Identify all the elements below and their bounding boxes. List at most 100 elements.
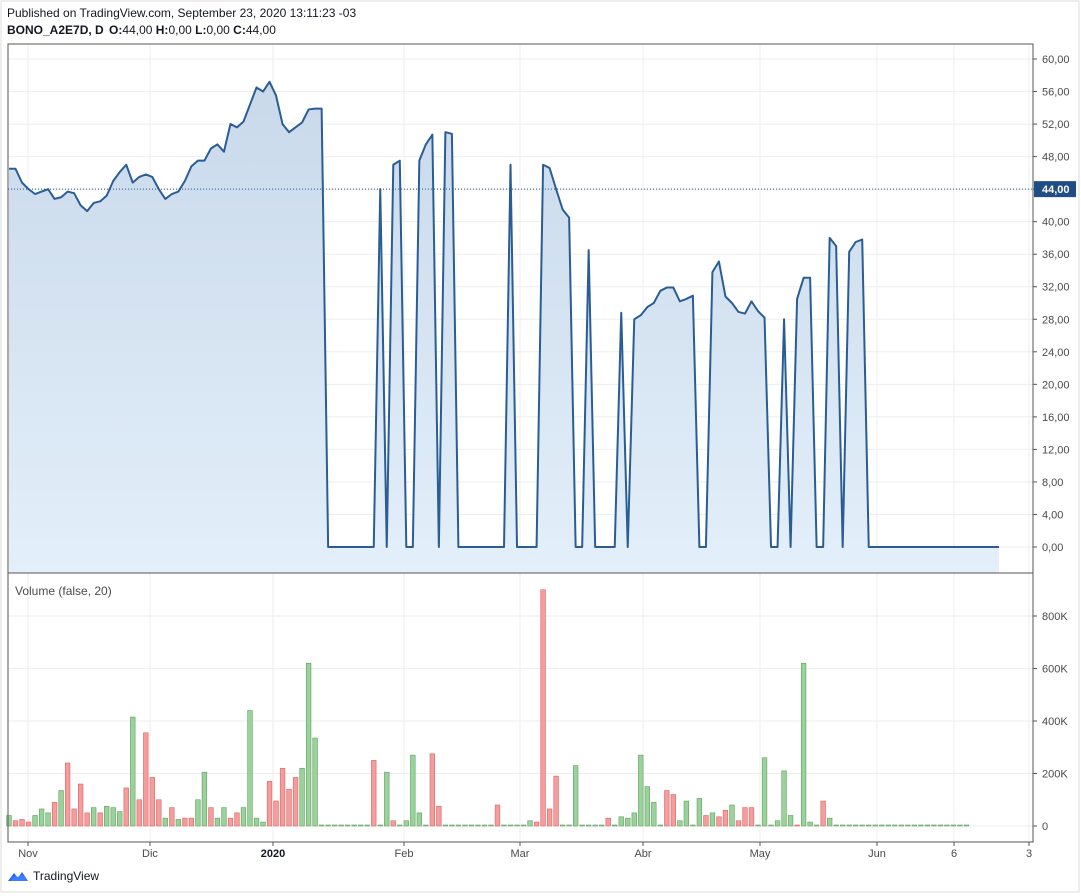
time-tick-label: Abr (634, 848, 651, 860)
volume-bar (950, 824, 957, 827)
volume-bar (533, 821, 540, 827)
close-value: 44,00 (245, 23, 276, 37)
high-value: 0,00 (168, 23, 192, 37)
symbol-name: BONO_A2E7D, D (7, 23, 104, 37)
volume-bar (266, 781, 273, 827)
price-tick-label: 56,00 (1042, 87, 1070, 99)
price-tick-label: 4,00 (1042, 509, 1063, 521)
volume-bar (429, 753, 436, 827)
volume-tick-label: 800K (1042, 611, 1068, 623)
volume-bar (136, 799, 142, 827)
volume-bar (683, 800, 690, 827)
volume-tick-label: 0 (1042, 821, 1048, 833)
volume-bar (742, 807, 748, 827)
volume-bar (227, 817, 234, 827)
volume-bar (312, 737, 318, 827)
volume-bar (501, 824, 507, 827)
volume-bar (664, 790, 670, 827)
volume-bar (345, 824, 351, 827)
volume-bar (631, 812, 637, 827)
time-tick-label: 2020 (261, 848, 285, 860)
volume-bar (559, 824, 566, 827)
volume-bar (963, 824, 970, 827)
volume-bar (885, 824, 891, 827)
footer-brand[interactable]: TradingView (7, 869, 99, 883)
volume-bar (651, 802, 657, 827)
volume-bar (794, 824, 800, 827)
price-tick-label: 48,00 (1042, 152, 1070, 164)
volume-bar (104, 806, 110, 827)
volume-bar (690, 824, 696, 827)
last-price-label: 44,00 (1042, 184, 1070, 196)
volume-bar (221, 807, 227, 827)
volume-bar (390, 820, 396, 827)
volume-bar (638, 754, 644, 827)
volume-bar (592, 824, 598, 827)
price-tick-label: 28,00 (1042, 314, 1070, 326)
volume-bar (709, 812, 716, 827)
open-value: 44,00 (122, 23, 153, 37)
volume-bar (188, 817, 195, 827)
volume-bar (612, 824, 618, 827)
volume-bar (468, 824, 475, 827)
low-label: L: (195, 23, 207, 37)
volume-bar (455, 824, 462, 827)
volume-bar (279, 767, 286, 827)
volume-bar (332, 824, 338, 827)
volume-bar (351, 824, 357, 827)
volume-bar (657, 824, 663, 827)
volume-bar (924, 824, 931, 827)
price-tick-label: 36,00 (1042, 249, 1070, 261)
time-tick-label: 6 (951, 848, 957, 860)
open-label: O: (109, 23, 123, 37)
volume-bar (827, 817, 833, 827)
volume-bar (416, 812, 422, 827)
volume-bar (12, 820, 19, 827)
volume-bar (442, 824, 449, 827)
volume-bar (807, 821, 813, 827)
volume-bar (527, 820, 533, 827)
volume-bar (201, 771, 208, 827)
time-tick-label: Dic (142, 848, 158, 860)
volume-bar (605, 817, 611, 827)
volume-bar (572, 765, 579, 827)
volume-bar (872, 824, 878, 827)
symbol-ohlc-legend: BONO_A2E7D, D O:44,00 H:0,00 L:0,00 C:44… (7, 23, 276, 37)
time-tick-label: Feb (395, 848, 414, 860)
volume-bars (6, 589, 970, 827)
price-tick-label: 52,00 (1042, 119, 1070, 131)
volume-bar (462, 824, 468, 827)
volume-bar (253, 817, 260, 827)
volume-bar (579, 824, 585, 827)
price-axis[interactable]: 60,00 56,00 52,00 48,00 44,00 40,00 36,00 32,00… (1033, 54, 1070, 554)
volume-bar (853, 824, 859, 827)
price-tick-label: 32,00 (1042, 282, 1070, 294)
published-caption: Published on TradingView.com, September … (7, 6, 357, 20)
volume-bar (143, 732, 149, 827)
time-axis[interactable]: Nov Dic 2020 Feb Mar Abr May Jun 6 3 (18, 842, 1032, 860)
volume-study-label[interactable]: Volume (false, 20) (15, 584, 112, 598)
volume-bar (175, 819, 181, 827)
volume-bar (423, 824, 429, 827)
volume-bar (703, 815, 709, 827)
volume-bar (358, 824, 364, 827)
low-value: 0,00 (206, 23, 230, 37)
volume-bar (149, 777, 155, 827)
volume-bar (514, 824, 520, 827)
volume-bar (117, 811, 123, 827)
volume-bar (840, 824, 846, 827)
volume-bar (305, 662, 312, 827)
volume-axis[interactable]: 800K 600K 400K 200K 0 (1033, 611, 1068, 833)
volume-bar (748, 807, 755, 827)
tradingview-logo-icon (8, 872, 28, 881)
volume-bar (377, 824, 383, 827)
volume-bar (768, 824, 774, 827)
volume-bar (292, 777, 299, 827)
volume-bar (410, 754, 416, 827)
volume-bar (78, 783, 84, 827)
volume-bar (599, 824, 605, 827)
volume-bar (722, 809, 729, 827)
volume-bar (364, 824, 370, 827)
volume-bar (833, 824, 839, 827)
